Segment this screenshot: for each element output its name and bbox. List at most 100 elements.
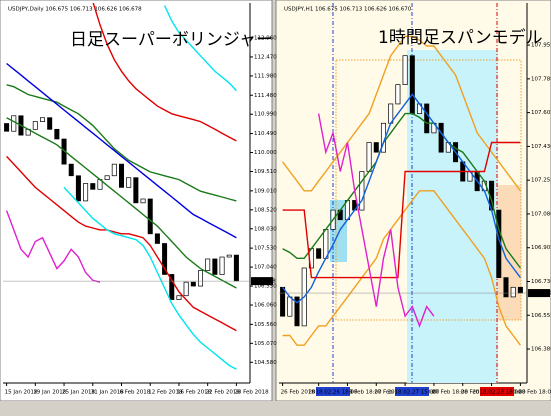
candle [233,254,239,282]
candle [294,296,300,327]
last-price-label: 106.678 [253,279,276,285]
last-price-label: 106.670 [530,291,551,297]
y-tick-label: 106.550 [254,284,277,290]
candle [176,295,182,300]
y-tick-label: 111.480 [254,93,277,99]
candle [438,122,444,153]
candle [287,296,293,317]
y-tick-label: 104.580 [254,360,277,366]
candle [90,183,96,190]
y-tick-label: 110.990 [254,112,277,118]
indicator-line [163,5,237,92]
candle [510,286,516,298]
x-tick-label: 22 Feb 2018 [206,390,241,396]
x-tick-label: 27 Feb 02:00 [374,390,411,396]
indicator-line [6,117,237,289]
y-tick-label: 107.530 [254,246,277,252]
candle [409,55,415,114]
candle [395,84,401,105]
candle [359,171,365,211]
y-tick-label: 107.955 [531,43,551,49]
y-tick-label: 106.730 [531,279,551,285]
tab-bar [0,401,551,416]
candle [373,142,379,153]
candle [517,286,523,294]
y-tick-label: 107.040 [254,265,277,271]
indicator-line [282,93,521,304]
candle [47,117,53,130]
marker-label: 2018.02.28 18:00 [472,390,522,396]
candle [68,163,74,177]
candle [226,254,232,258]
marker-box [480,387,514,396]
y-tick-label: 107.605 [531,110,551,116]
candle [111,163,117,177]
y-tick-label: 112.960 [254,35,277,41]
x-tick-label: 31 Jan 2018 [91,390,124,396]
candle [205,258,211,271]
y-tick-label: 108.030 [254,226,277,232]
y-tick-label: 111.980 [254,73,277,79]
indicator-line [282,141,521,279]
x-tick-label: 27 Feb 18:00 [432,390,469,396]
x-tick-label: 28 Feb 2018 [234,390,269,396]
indicator-line [6,84,237,202]
plot-area [279,3,527,383]
plot-area [3,3,250,370]
y-tick-label: 107.780 [531,76,551,82]
y-tick-label: 106.905 [531,245,551,251]
chart-right: 107.955 107.780 107.605 107.430 107.255 107.0… [279,3,551,396]
marker-box [395,387,429,396]
candle [424,103,430,134]
x-tick-label: 26 Feb 18:00 [345,390,382,396]
candle [39,117,46,122]
candle [133,177,139,204]
window-caption: USDJPY,H1 106.675 106.713 106.626 106.67… [284,7,412,13]
x-tick-label: 28 Feb 02:00 [461,390,498,396]
candle [190,281,196,287]
y-tick-label: 107.255 [531,178,551,184]
x-tick-label: 25 Jan 2018 [62,390,95,396]
x-tick-label: 15 Jan 2018 [5,390,38,396]
candle [197,270,204,287]
x-tick-label: 6 Feb 2018 [120,390,151,396]
indicator-line [6,155,237,332]
y-tick-label: 109.010 [254,188,277,194]
indicator-line [317,113,435,328]
candle [219,256,225,275]
chart-left: 112.960 112.470 111.980 111.480 110.990 110.4… [3,3,277,396]
candle [104,175,110,180]
y-tick-label: 105.560 [254,322,277,328]
indicator-line [63,186,237,370]
y-tick-label: 112.470 [254,54,277,60]
y-tick-label: 108.520 [254,207,277,213]
candle [366,142,372,172]
marker-box [316,387,350,396]
candle [75,175,81,202]
x-tick-label: 12 Feb 2018 [148,390,183,396]
overlay-label: 日足スーパーボリンジャー [70,30,273,50]
x-tick-label: 28 Feb 18:00 [518,390,551,396]
candle [54,128,60,140]
y-tick-label: 106.380 [531,347,551,353]
candle [316,248,322,259]
candle [402,55,408,85]
y-tick-label: 105.070 [254,341,277,347]
last-price-box [528,289,550,298]
last-price-box [251,277,273,286]
y-tick-label: 106.060 [254,303,277,309]
indicator-line [282,112,521,269]
candle [169,274,175,300]
candle [83,183,89,202]
y-tick-label: 110.000 [254,150,277,156]
indicator-line [92,3,237,142]
candle [154,233,160,244]
y-tick-label: 107.080 [531,211,551,217]
y-tick-label: 110.490 [254,131,277,137]
indicator-line [282,35,521,192]
candle [118,163,125,188]
candle [140,198,146,204]
session-box [335,59,522,321]
indicator-line [5,210,101,283]
